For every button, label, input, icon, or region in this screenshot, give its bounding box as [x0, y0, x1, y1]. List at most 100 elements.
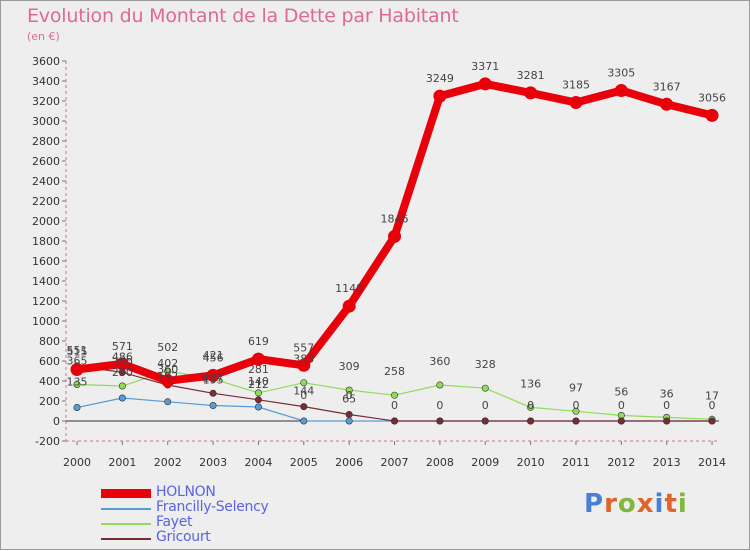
y-tick-label: 1200 — [32, 295, 60, 308]
x-tick-label: 2003 — [199, 456, 227, 469]
data-label-gricourt: 0 — [572, 399, 579, 412]
data-point-gricourt — [708, 417, 716, 425]
data-label-gricourt: 0 — [663, 399, 670, 412]
data-point-fayet — [391, 391, 399, 399]
legend-label-francilly-selency: Francilly-Selency — [156, 499, 269, 515]
data-label-fayet: 136 — [520, 377, 541, 390]
data-point-gricourt — [209, 389, 217, 397]
data-label-gricourt: 0 — [436, 399, 443, 412]
data-point-holnon — [297, 358, 311, 372]
y-tick-label: 600 — [39, 355, 60, 368]
y-tick-label: 3200 — [32, 95, 60, 108]
data-point-holnon — [388, 229, 402, 243]
data-point-holnon — [251, 352, 265, 366]
data-point-holnon — [206, 368, 220, 382]
x-tick-label: 2001 — [108, 456, 136, 469]
data-point-fayet — [527, 403, 535, 411]
legend-swatch-fayet — [101, 523, 151, 525]
data-label-gricourt: 360 — [157, 363, 178, 376]
data-point-gricourt — [300, 403, 308, 411]
y-tick-label: 200 — [39, 395, 60, 408]
data-point-gricourt — [436, 417, 444, 425]
data-point-holnon — [161, 374, 175, 388]
data-label-gricourt: 65 — [342, 393, 356, 406]
data-label-francilly-selency: 230 — [112, 366, 133, 379]
data-point-francilly-selency — [345, 417, 353, 425]
legend-swatch-francilly-selency — [101, 508, 151, 510]
data-point-francilly-selency — [300, 417, 308, 425]
y-tick-label: 1400 — [32, 275, 60, 288]
data-label-fayet: 360 — [429, 355, 450, 368]
legend-label-holnon: HOLNON — [156, 484, 216, 500]
data-label-holnon: 402 — [157, 357, 178, 370]
data-point-fayet — [254, 389, 262, 397]
series-layer — [70, 77, 719, 425]
data-point-francilly-selency — [209, 401, 217, 409]
logo-letter: i — [654, 489, 665, 519]
y-tick-label: 2000 — [32, 215, 60, 228]
data-label-holnon: 571 — [112, 340, 133, 353]
data-label-gricourt: 0 — [391, 399, 398, 412]
data-label-fayet: 365 — [67, 355, 88, 368]
data-label-gricourt: 486 — [112, 350, 133, 363]
legend-label-gricourt: Gricourt — [156, 529, 211, 545]
data-label-gricourt: 144 — [293, 385, 314, 398]
logo-letter: r — [604, 489, 618, 519]
data-point-fayet — [118, 382, 126, 390]
logo-letter: i — [677, 489, 688, 519]
y-tick-label: 0 — [53, 415, 60, 428]
data-point-gricourt — [254, 396, 262, 404]
x-tick-label: 2002 — [154, 456, 182, 469]
x-tick-label: 2005 — [290, 456, 318, 469]
data-point-fayet — [73, 380, 81, 388]
y-tick-label: 400 — [39, 375, 60, 388]
data-label-gricourt: 551 — [67, 344, 88, 357]
data-point-holnon — [705, 108, 719, 122]
data-point-fayet — [436, 381, 444, 389]
data-label-fayet: 383 — [293, 353, 314, 366]
data-point-gricourt — [345, 410, 353, 418]
data-label-gricourt: 277 — [203, 371, 224, 384]
legend-swatch-gricourt — [101, 538, 151, 540]
x-tick-label: 2004 — [244, 456, 272, 469]
data-point-holnon — [524, 86, 538, 100]
data-label-fayet: 309 — [339, 360, 360, 373]
y-tick-label: 3400 — [32, 75, 60, 88]
x-tick-label: 2000 — [63, 456, 91, 469]
data-label-francilly-selency: 0 — [346, 389, 353, 402]
data-point-holnon — [660, 97, 674, 111]
data-label-holnon: 515 — [67, 346, 88, 359]
data-label-holnon: 3305 — [607, 67, 635, 80]
proxiti-logo: Proxiti — [584, 489, 688, 519]
data-label-gricourt: 0 — [618, 399, 625, 412]
data-point-holnon — [569, 96, 583, 109]
data-point-francilly-selency — [73, 403, 81, 411]
y-tick-label: 1600 — [32, 255, 60, 268]
x-tick-label: 2009 — [471, 456, 499, 469]
data-point-holnon — [614, 84, 628, 97]
y-tick-label: -200 — [35, 435, 60, 448]
data-label-francilly-selency: 135 — [67, 376, 88, 389]
data-label-gricourt: 0 — [482, 399, 489, 412]
logo-letter: x — [636, 489, 655, 519]
logo-letter: P — [584, 489, 605, 519]
chart-subtitle: (en €) — [27, 30, 60, 43]
data-label-holnon: 619 — [248, 335, 269, 348]
y-tick-label: 1000 — [32, 315, 60, 328]
data-label-francilly-selency: 192 — [157, 370, 178, 383]
data-point-francilly-selency — [118, 394, 126, 402]
data-label-holnon: 456 — [203, 351, 224, 364]
data-point-fayet — [345, 386, 353, 394]
data-label-holnon: 3281 — [517, 69, 545, 82]
data-label-holnon: 557 — [293, 341, 314, 354]
data-point-holnon — [342, 299, 356, 313]
x-tick-label: 2012 — [607, 456, 635, 469]
y-tick-label: 3000 — [32, 115, 60, 128]
data-label-holnon: 1148 — [335, 282, 363, 295]
data-point-fayet — [300, 379, 308, 387]
data-label-fayet: 258 — [384, 365, 405, 378]
data-label-fayet: 421 — [203, 349, 224, 362]
data-point-gricourt — [617, 417, 625, 425]
